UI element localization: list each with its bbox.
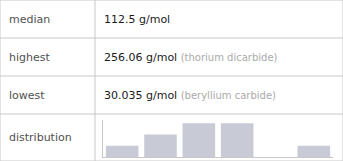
svg-text:30.035 g/mol (beryllium carbid: 30.035 g/mol (beryllium carbide) xyxy=(104,89,276,102)
svg-text:median: median xyxy=(9,13,50,26)
svg-text:112.5 g/mol: 112.5 g/mol xyxy=(104,13,170,26)
svg-text:highest: highest xyxy=(9,51,50,64)
svg-text:distribution: distribution xyxy=(9,131,72,144)
svg-text:lowest: lowest xyxy=(9,89,45,102)
svg-text:256.06 g/mol (thorium dicarbid: 256.06 g/mol (thorium dicarbide) xyxy=(104,51,278,64)
